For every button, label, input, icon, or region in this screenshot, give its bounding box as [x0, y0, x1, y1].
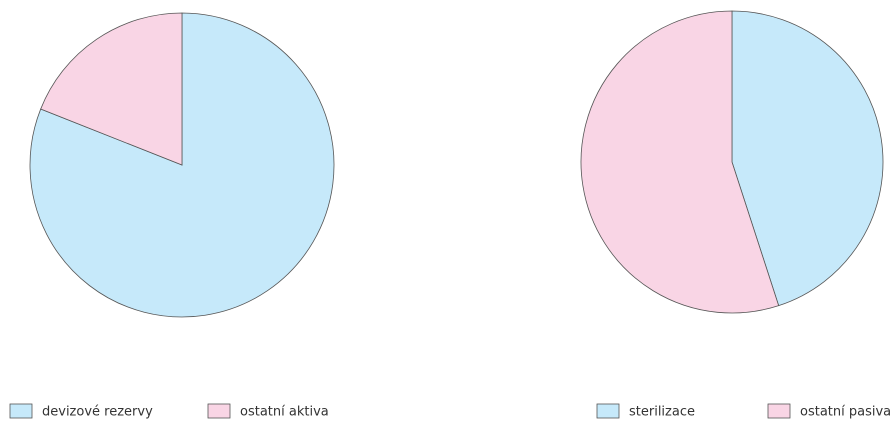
- pie-slice: [731, 10, 884, 307]
- pie-slice: [40, 12, 183, 166]
- pie-slice: [580, 10, 780, 314]
- legend-swatch: [9, 403, 33, 419]
- legend-swatch: [596, 403, 620, 419]
- legend-swatch: [767, 403, 791, 419]
- legend-swatch: [207, 403, 231, 419]
- legend-label: ostatní aktiva: [240, 405, 329, 420]
- legend-label: devizové rezervy: [42, 405, 153, 420]
- legend-label: ostatní pasiva: [800, 405, 891, 420]
- legend-label: sterilizace: [629, 405, 695, 420]
